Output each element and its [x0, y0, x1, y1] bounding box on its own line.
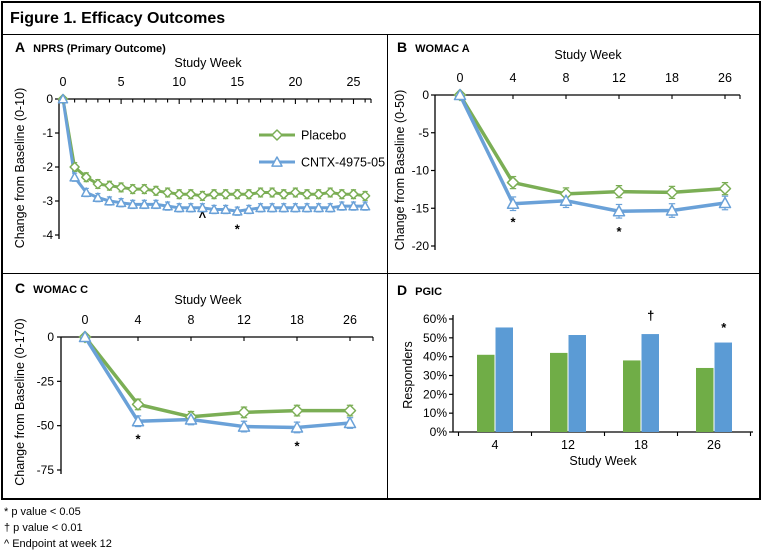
svg-text:4: 4: [135, 313, 142, 327]
svg-text:0%: 0%: [430, 425, 448, 439]
svg-text:0: 0: [457, 71, 464, 85]
figure-border-box: Figure 1. Efficacy Outcomes A NPRS (Prim…: [1, 1, 761, 500]
panel-b-womac-a: B WOMAC A Study Week Change from Baselin…: [388, 35, 759, 274]
svg-text:12: 12: [612, 71, 626, 85]
svg-text:*: *: [616, 224, 622, 239]
svg-text:CNTX-4975-05: CNTX-4975-05: [301, 156, 385, 170]
svg-text:-15: -15: [412, 201, 430, 215]
svg-text:*: *: [294, 438, 300, 453]
panel-b-header: B WOMAC A: [397, 39, 470, 55]
panel-c-chart: 0 -25 -50 -75 0 4 8 12 18 26 * *: [37, 313, 374, 477]
svg-text:-2: -2: [42, 160, 53, 174]
svg-text:-20: -20: [412, 239, 430, 253]
panel-a-title: NPRS (Primary Outcome): [33, 43, 166, 55]
svg-text:-25: -25: [37, 374, 55, 388]
svg-text:4: 4: [492, 438, 499, 452]
panel-a-y-axis-title: Change from Baseline (0-10): [13, 87, 27, 249]
figure-title-row: Figure 1. Efficacy Outcomes: [3, 3, 759, 35]
svg-text:-3: -3: [42, 194, 53, 208]
svg-text:-75: -75: [37, 463, 55, 477]
panel-c-y-axis-title: Change from Baseline (0-170): [13, 318, 27, 486]
svg-text:*: *: [135, 431, 141, 446]
svg-text:10: 10: [172, 75, 186, 89]
panel-a-chart: 0 -1 -2 -3 -4 0 5 10 15 20 25 Placebo CNTX-4975-05 ^ *: [42, 75, 385, 242]
panel-c-x-axis-title: Study Week: [174, 293, 242, 307]
svg-text:*: *: [721, 320, 727, 335]
footnotes: * p value < 0.05 † p value < 0.01 ^ Endp…: [4, 504, 112, 552]
footnote-p01: † p value < 0.01: [4, 522, 83, 534]
svg-text:0: 0: [47, 330, 54, 344]
panel-d-pgic: D PGIC Study Week Responders 0% 10% 20% 30%…: [388, 274, 759, 498]
panel-b-chart: 0 -5 -10 -15 -20 0 4 8 12 18 26 * *: [412, 71, 741, 253]
svg-text:30%: 30%: [423, 369, 447, 383]
svg-text:18: 18: [665, 71, 679, 85]
panel-b-title: WOMAC A: [415, 43, 470, 55]
panel-d-letter: D: [397, 282, 408, 298]
panel-b-x-axis-title: Study Week: [554, 48, 622, 62]
svg-text:20%: 20%: [423, 387, 447, 401]
svg-text:18: 18: [290, 313, 304, 327]
svg-text:0: 0: [46, 92, 53, 106]
svg-text:26: 26: [343, 313, 357, 327]
panel-d-header: D PGIC: [397, 282, 442, 298]
svg-text:0: 0: [60, 75, 67, 89]
svg-text:10%: 10%: [423, 406, 447, 420]
svg-text:0: 0: [422, 88, 429, 102]
svg-text:4: 4: [510, 71, 517, 85]
panel-a-nprs: A NPRS (Primary Outcome) Study Week Chan…: [3, 35, 388, 274]
svg-text:5: 5: [118, 75, 125, 89]
svg-text:-10: -10: [412, 164, 430, 178]
svg-text:50%: 50%: [423, 331, 447, 345]
svg-text:15: 15: [230, 75, 244, 89]
panel-a-letter: A: [15, 39, 26, 55]
panel-b-y-axis-title: Change from Baseline (0-50): [393, 89, 407, 251]
svg-text:8: 8: [188, 313, 195, 327]
svg-text:60%: 60%: [423, 312, 447, 326]
svg-text:25: 25: [347, 75, 361, 89]
panel-d-y-axis-title: Responders: [401, 341, 415, 409]
panel-c-title: WOMAC C: [33, 284, 89, 296]
svg-text:†: †: [647, 308, 654, 323]
svg-text:0: 0: [82, 313, 89, 327]
panel-c-header: C WOMAC C: [15, 280, 88, 296]
panel-a-x-axis-title: Study Week: [174, 56, 242, 70]
svg-text:*: *: [235, 221, 241, 236]
svg-text:-50: -50: [37, 419, 55, 433]
panel-d-chart: 0% 10% 20% 30% 40% 50% 60% 4 12 18 26 † *: [423, 308, 753, 452]
footnote-p05: * p value < 0.05: [4, 506, 81, 518]
svg-text:12: 12: [561, 438, 575, 452]
panel-grid: A NPRS (Primary Outcome) Study Week Chan…: [3, 35, 759, 498]
svg-text:^: ^: [199, 209, 207, 224]
svg-text:40%: 40%: [423, 350, 447, 364]
panel-b-letter: B: [397, 39, 408, 55]
svg-text:12: 12: [237, 313, 251, 327]
panel-a-header: A NPRS (Primary Outcome): [15, 39, 166, 55]
footnote-endpoint: ^ Endpoint at week 12: [4, 538, 112, 550]
svg-text:20: 20: [288, 75, 302, 89]
svg-text:-1: -1: [42, 126, 53, 140]
svg-text:Placebo: Placebo: [301, 129, 346, 143]
panel-d-x-axis-title: Study Week: [569, 454, 637, 468]
svg-text:-5: -5: [418, 126, 429, 140]
figure-title: Figure 1. Efficacy Outcomes: [10, 9, 226, 27]
svg-text:8: 8: [563, 71, 570, 85]
svg-text:*: *: [510, 214, 516, 229]
svg-text:26: 26: [718, 71, 732, 85]
svg-text:-4: -4: [42, 228, 53, 242]
svg-text:26: 26: [707, 438, 721, 452]
svg-text:18: 18: [634, 438, 648, 452]
panel-c-letter: C: [15, 280, 26, 296]
panel-c-womac-c: C WOMAC C Study Week Change from Baselin…: [3, 274, 388, 498]
panel-d-title: PGIC: [415, 286, 443, 298]
